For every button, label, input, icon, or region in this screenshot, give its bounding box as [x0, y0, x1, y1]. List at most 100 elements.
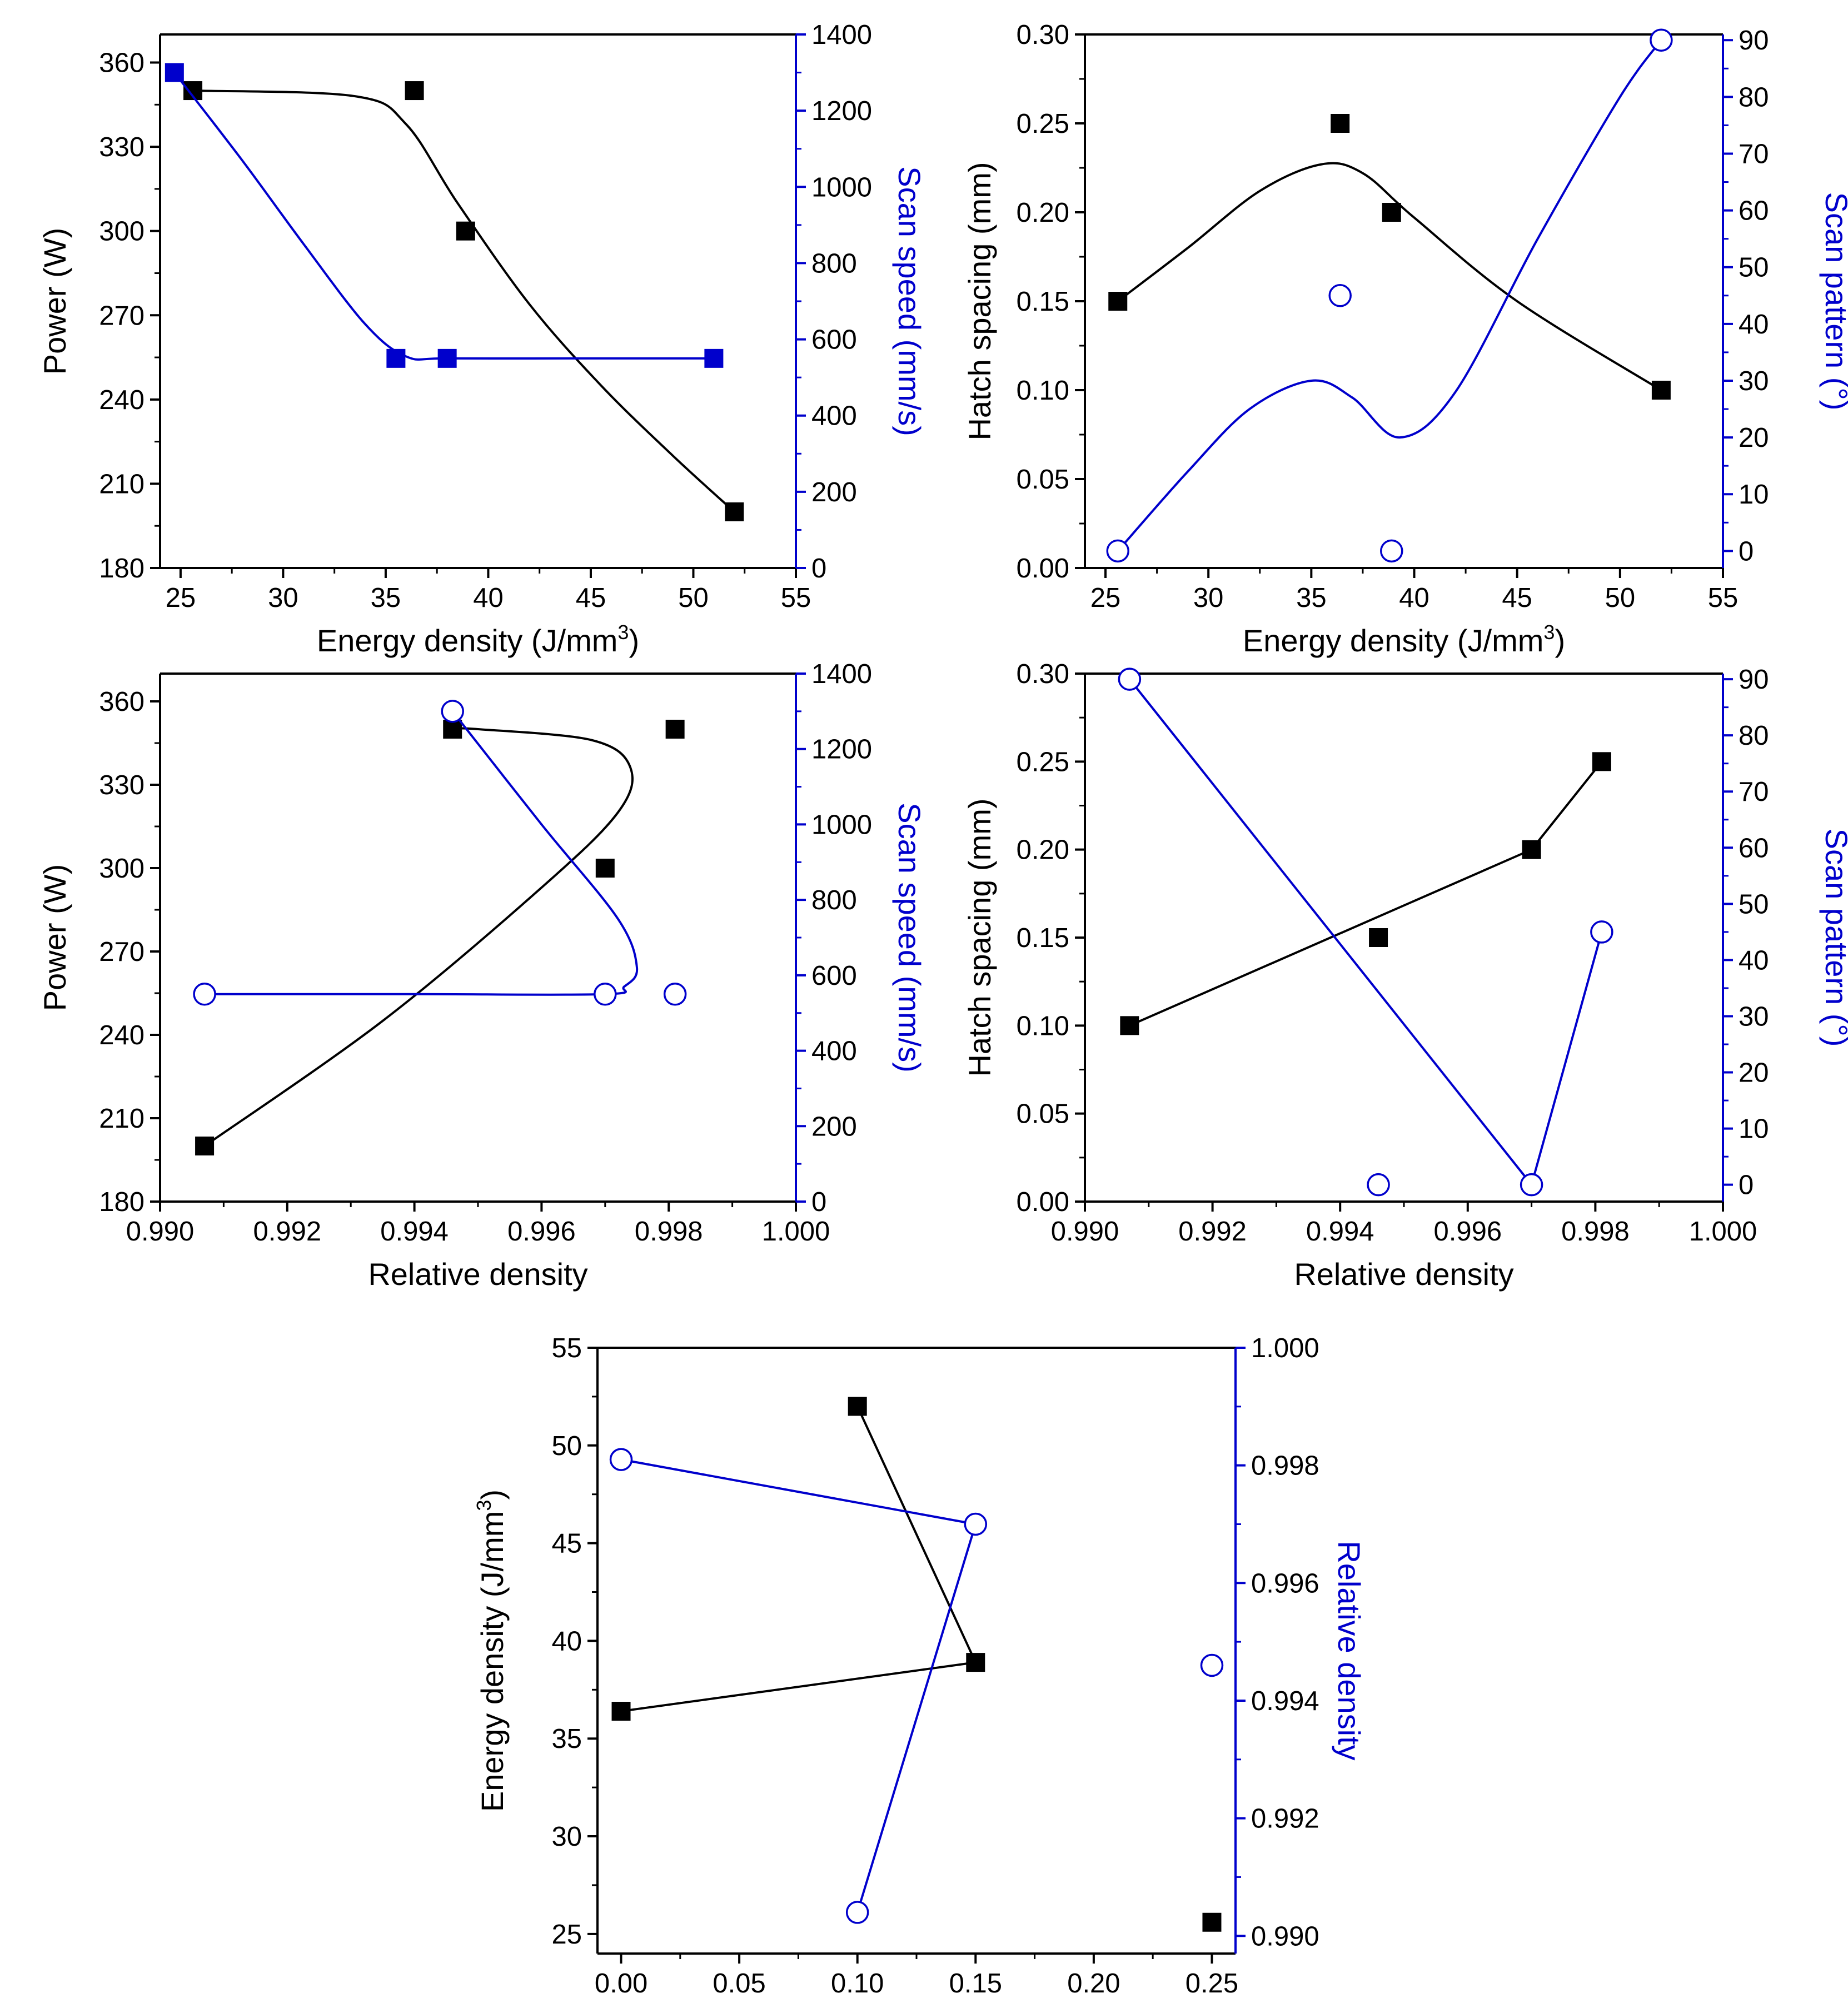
y2-tick-label: 400 [811, 1037, 857, 1067]
x-tick-label: 45 [576, 583, 606, 613]
x-tick-label: 0.994 [1306, 1217, 1374, 1247]
x-tick-label: 0.25 [1185, 1969, 1238, 1999]
data-point-square [1202, 1912, 1222, 1932]
data-point-square [437, 348, 457, 368]
y2-tick-label: 30 [1739, 366, 1769, 396]
y2-tick-label: 0 [811, 554, 826, 584]
x-tick-label: 0.998 [635, 1217, 703, 1247]
y2-tick-label: 1400 [811, 20, 872, 50]
data-point-square [1331, 114, 1350, 133]
data-point-circle [594, 983, 617, 1006]
data-point-square [595, 859, 615, 878]
y-tick-label: 0.05 [1017, 465, 1069, 495]
x-tick-label: 0.996 [507, 1217, 576, 1247]
y-axis-label-text: Power (W) [37, 228, 72, 375]
y2-axis-label: Relative density [1332, 1541, 1367, 1760]
y2-tick-label: 200 [811, 477, 857, 507]
y-tick-label: 180 [99, 554, 145, 584]
x-tick-label: 0.996 [1433, 1217, 1502, 1247]
y-axis-label-text: Energy density (J/mm [475, 1511, 510, 1812]
y-axis-label-text: Hatch spacing (mm) [962, 162, 997, 440]
y-tick-label: 0.25 [1017, 747, 1069, 777]
data-point-square [405, 81, 424, 101]
x-axis-label-tail: ) [1555, 623, 1565, 658]
y2-tick-label: 1000 [811, 172, 872, 202]
chart-panel-4: 0.990 0.992 0.994 0.996 0.998 1.000 0.00 0.05 0.… [962, 659, 1848, 1292]
y-tick-label: 0.30 [1017, 659, 1069, 689]
y2-tick-label: 40 [1739, 945, 1769, 975]
y2-tick-label: 1.000 [1251, 1333, 1319, 1363]
y2-tick-label: 0.998 [1251, 1451, 1319, 1481]
chart-panel-1: 25 30 35 40 45 50 5518021024027030033036002004… [37, 20, 927, 658]
x-tick-label: 0.05 [713, 1969, 765, 1999]
y-axis-label-sup: 3 [472, 1500, 495, 1511]
y2-tick-label: 800 [811, 248, 857, 278]
y-tick-label: 0.20 [1017, 198, 1069, 228]
y2-tick-label: 0.994 [1251, 1686, 1319, 1716]
y-tick-label: 360 [99, 687, 145, 717]
data-point-square [1382, 203, 1401, 222]
data-point-square [1592, 752, 1611, 771]
x-tick-label: 0.20 [1067, 1969, 1120, 1999]
y-axis-label: Energy density (J/mm3) [472, 1489, 510, 1812]
y-tick-label: 210 [99, 469, 145, 499]
y-tick-label: 300 [99, 854, 145, 884]
data-point-square [1651, 381, 1671, 400]
x-tick-label: 0.00 [595, 1969, 647, 1999]
x-tick-label: 1.000 [762, 1217, 830, 1247]
data-point-circle [1650, 28, 1673, 52]
y-tick-label: 45 [551, 1529, 582, 1559]
y2-tick-label: 0.992 [1251, 1804, 1319, 1834]
data-point-circle [193, 983, 216, 1006]
x-tick-label: 0.990 [126, 1217, 195, 1247]
y-tick-label: 0.30 [1017, 20, 1069, 50]
y-tick-label: 0.15 [1017, 923, 1069, 953]
y2-axis-label: Scan pattern (°) [1819, 829, 1848, 1047]
y2-tick-label: 50 [1739, 889, 1769, 919]
data-point-square [165, 63, 184, 82]
y2-tick-label: 0 [811, 1187, 826, 1217]
y2-tick-label: 1000 [811, 810, 872, 840]
y-tick-label: 0.10 [1017, 376, 1069, 406]
data-point-circle [1367, 1173, 1390, 1197]
series-scan-pattern [1106, 28, 1673, 563]
x-tick-label: 55 [1708, 583, 1739, 613]
y-tick-label: 360 [99, 48, 145, 78]
y2-tick-label: 60 [1739, 833, 1769, 863]
series-line [1117, 162, 1662, 391]
y-tick-label: 210 [99, 1104, 145, 1134]
series-energy-density [611, 1397, 1222, 1932]
y-tick-label: 330 [99, 770, 145, 800]
data-point-square [611, 1702, 631, 1721]
y2-tick-label: 600 [811, 961, 857, 991]
x-axis-label-text: Relative density [1294, 1257, 1513, 1292]
x-tick-label: 25 [1090, 583, 1121, 613]
data-point-circle [845, 1901, 869, 1924]
y2-tick-label: 80 [1739, 721, 1769, 751]
y-axis-label-text: Power (W) [37, 864, 72, 1011]
y2-tick-label: 1200 [811, 96, 872, 126]
data-point-circle [441, 700, 464, 723]
y2-tick-label: 80 [1739, 82, 1769, 112]
y2-tick-label: 40 [1739, 310, 1769, 340]
x-axis-label-tail: ) [629, 623, 639, 658]
x-axis-label: Energy density (J/mm3) [317, 621, 639, 658]
y-tick-label: 0.25 [1017, 109, 1069, 139]
y-axis-label: Hatch spacing (mm) [962, 798, 997, 1077]
y-axis-label: Hatch spacing (mm) [962, 162, 997, 440]
x-tick-label: 50 [1605, 583, 1636, 613]
data-point-square [665, 720, 685, 739]
chart-panel-2: 25 30 35 40 45 50 550.000.050.100.150.200.250.… [962, 20, 1848, 658]
y2-tick-label: 800 [811, 885, 857, 915]
data-point-square [443, 720, 462, 739]
y2-tick-label: 90 [1739, 665, 1769, 695]
y2-tick-label: 70 [1739, 139, 1769, 169]
x-tick-label: 25 [166, 583, 196, 613]
x-axis-label: Relative density [368, 1257, 587, 1292]
y2-tick-label: 0.996 [1251, 1568, 1319, 1598]
x-tick-label: 45 [1502, 583, 1532, 613]
x-axis-label: Energy density (J/mm3) [1243, 621, 1565, 658]
x-axis-label-text: Energy density (J/mm [1243, 623, 1544, 658]
y-tick-label: 300 [99, 217, 145, 247]
data-point-circle [964, 1512, 988, 1536]
